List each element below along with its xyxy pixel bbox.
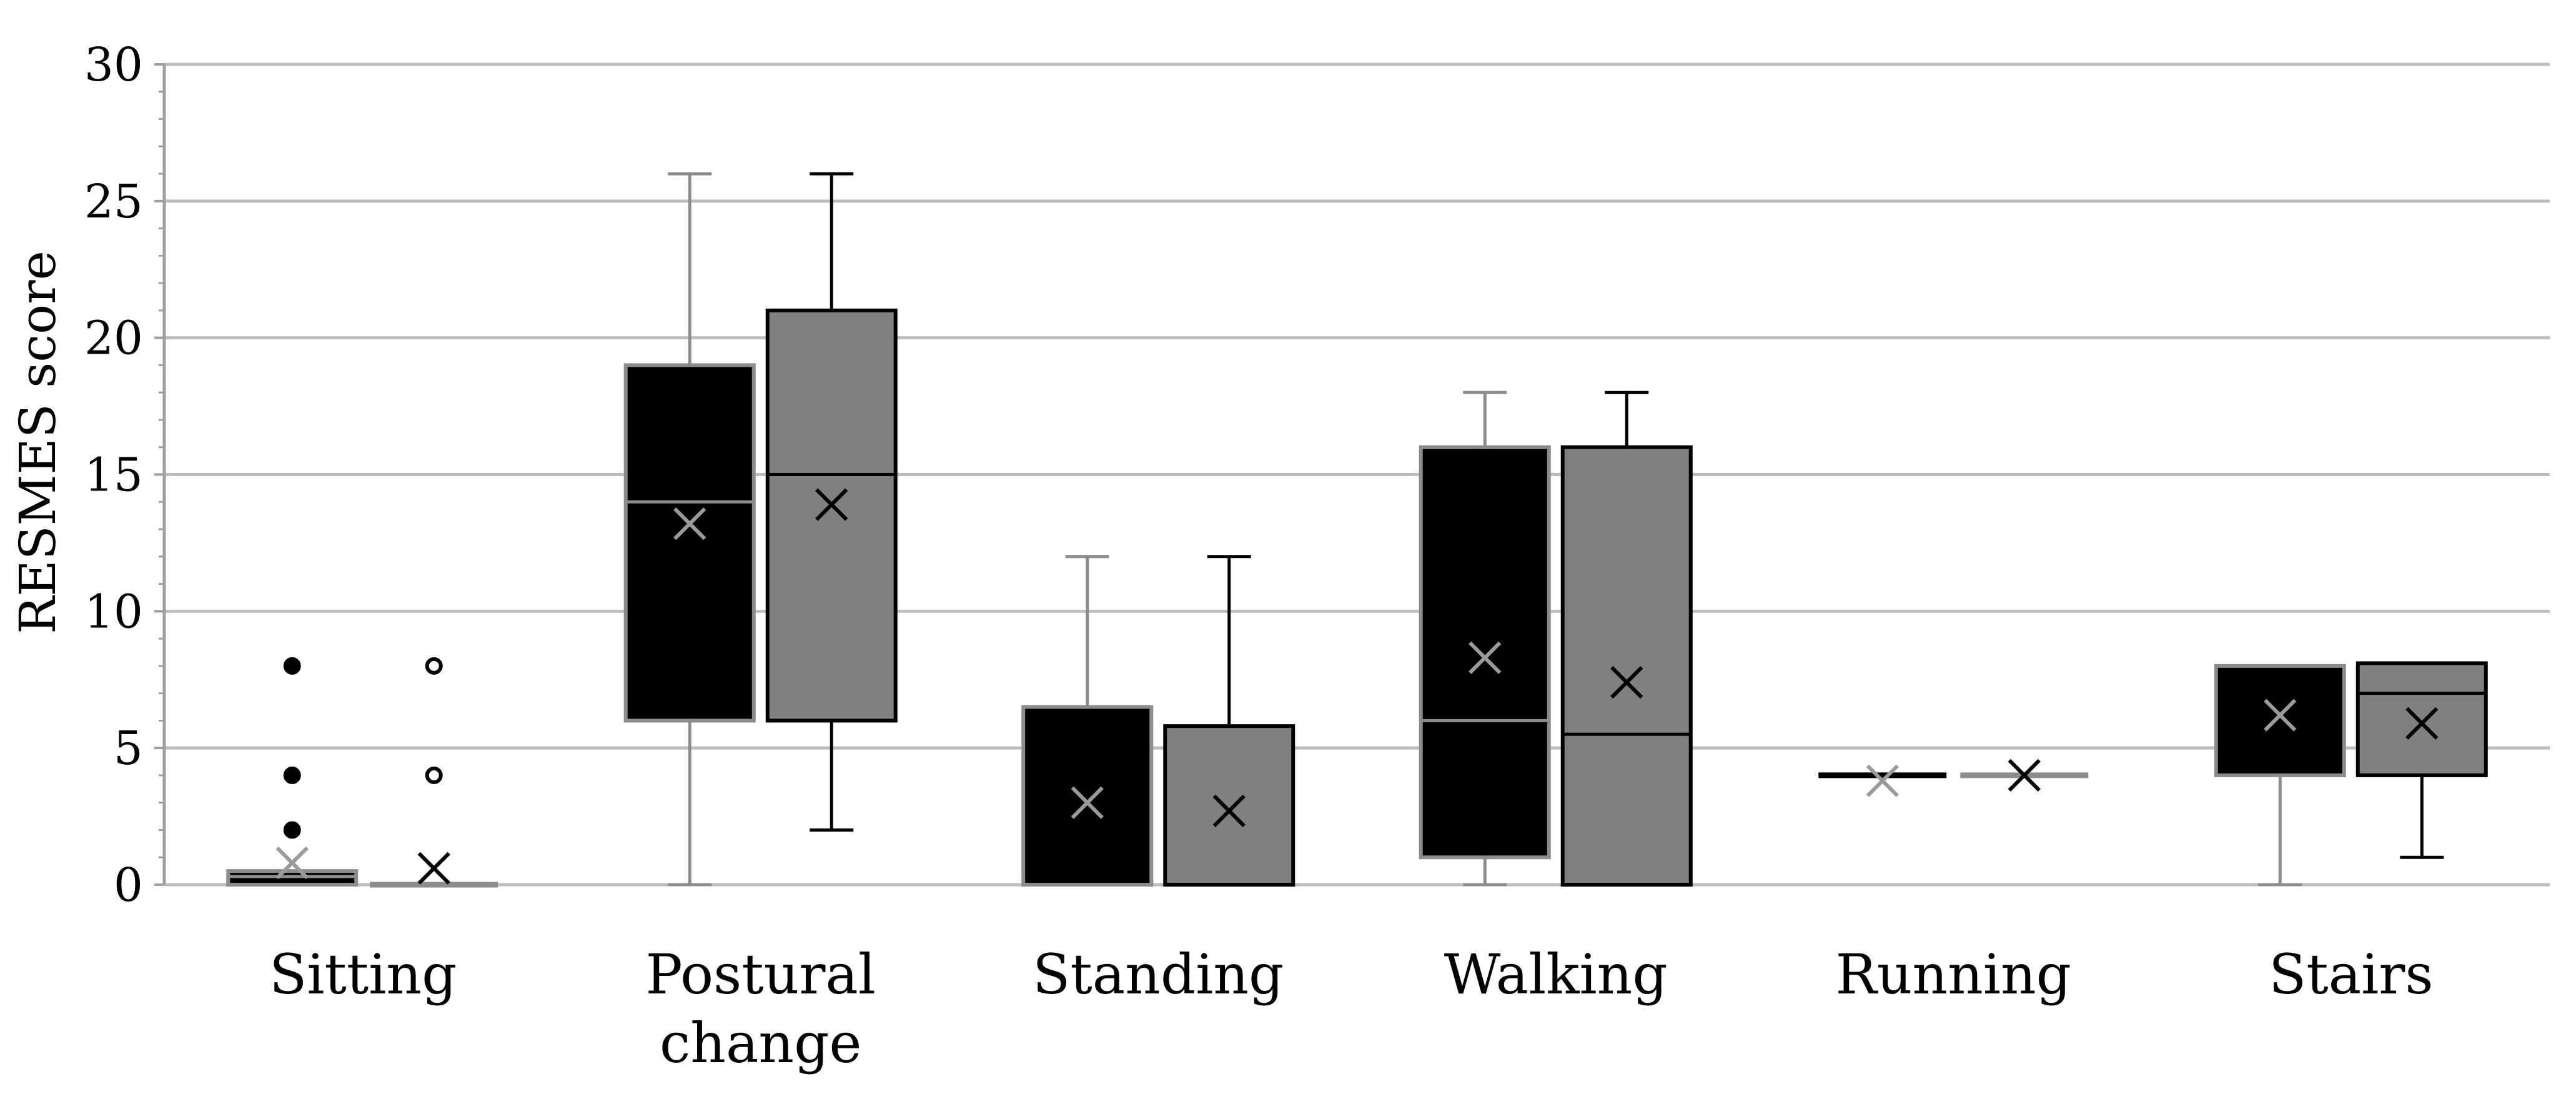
x-category-label-5: Stairs: [2269, 942, 2433, 1007]
series1-cat0-mean-marker: [275, 846, 309, 880]
y-tick-label-20: 20: [84, 312, 143, 366]
series1-cat1-box: [623, 363, 756, 723]
category-group-4: [1818, 758, 2089, 797]
x-category-labels: Sitting Postural change Standing Walking Runn…: [269, 942, 2433, 1075]
x-category-label-line: Postural: [646, 942, 876, 1007]
y-tick-label-30: 30: [84, 38, 143, 92]
series1-cat1-mean-marker: [673, 507, 706, 540]
series1-cat0-outlier-1: [283, 766, 301, 784]
series2-cat0-outlier-1: [425, 657, 443, 675]
series1-cat0-outlier-2: [283, 657, 301, 675]
series2-cat0-mean-marker: [417, 852, 450, 885]
y-tick-label-10: 10: [84, 585, 143, 639]
series2-cat2-mean-marker: [1212, 794, 1246, 827]
series2-cat3-mean-marker: [1610, 666, 1643, 699]
series2-cat4-mean-marker: [2008, 758, 2041, 792]
x-category-label-0: Sitting: [269, 942, 457, 1007]
x-category-label-3: Walking: [1444, 942, 1668, 1007]
x-category-label-2: Standing: [1033, 942, 1284, 1007]
series1-cat5-mean-marker: [2264, 699, 2297, 732]
series2-cat1-box: [765, 308, 898, 723]
series1-cat2-box: [1021, 705, 1154, 887]
x-category-label-4: Running: [1836, 942, 2071, 1007]
category-group-5: [2214, 661, 2488, 887]
gridlines: [164, 62, 2550, 887]
series1-cat4-mean-marker: [1866, 764, 1899, 797]
series2-cat2-box: [1163, 724, 1295, 887]
y-axis-label: RESMES score: [9, 251, 67, 634]
series1-cat5-box: [2214, 664, 2346, 777]
series1-cat0-outlier-0: [283, 821, 301, 839]
x-category-label-line: Running: [1836, 942, 2071, 1007]
x-category-label-line: Standing: [1033, 942, 1284, 1007]
box-plots: [226, 172, 2488, 888]
series2-cat5-box: [2356, 661, 2488, 777]
x-category-label-line: Walking: [1444, 942, 1668, 1007]
x-category-label-line: Stairs: [2269, 942, 2433, 1007]
y-axis: 0 5 10 15 20 25 30: [84, 38, 166, 912]
series1-cat3-mean-marker: [1469, 641, 1502, 674]
series2-cat5-mean-marker: [2405, 707, 2439, 740]
category-group-3: [1419, 390, 1693, 887]
series2-cat3-box: [1560, 445, 1693, 887]
series2-cat1-mean-marker: [815, 488, 848, 521]
y-tick-label-0: 0: [114, 858, 143, 912]
y-tick-label-15: 15: [84, 449, 143, 502]
series2-cat0-outlier-0: [425, 766, 443, 784]
x-category-label-1: Postural change: [646, 942, 876, 1075]
category-group-1: [623, 172, 898, 887]
y-tick-label-25: 25: [84, 175, 143, 229]
series1-cat3-box: [1419, 445, 1551, 860]
category-group-2: [1021, 555, 1295, 887]
x-category-label-line: change: [660, 1011, 862, 1075]
category-group-0: [226, 657, 498, 888]
y-tick-label-5: 5: [114, 722, 143, 775]
series1-cat2-mean-marker: [1071, 786, 1104, 819]
x-category-label-line: Sitting: [269, 942, 457, 1007]
